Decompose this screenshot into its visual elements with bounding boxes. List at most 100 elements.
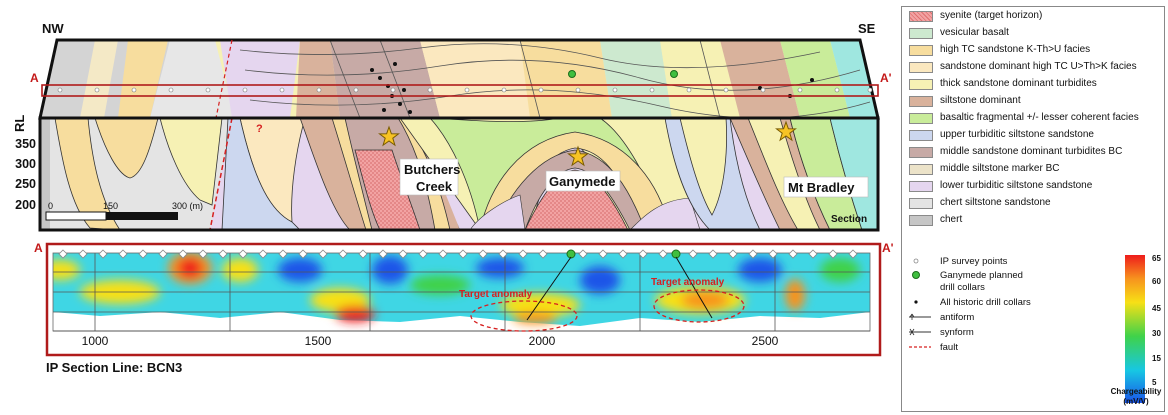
place-label-ganymede: Ganymede (549, 174, 615, 189)
colorbar-units: (mV/V) (1123, 397, 1149, 406)
target-anomaly-label: Target anomaly (651, 277, 725, 288)
legend-item: middle siltstone marker BC (909, 162, 1059, 176)
legend-swatch (909, 214, 933, 226)
legend-item: lower turbiditic siltstone sandstone (909, 179, 1092, 193)
rl-tick: 300 (15, 157, 36, 171)
colorbar-tick: 45 (1152, 304, 1161, 313)
target-anomaly-label: Target anomaly (459, 289, 533, 300)
legend-item: siltstone dominant (909, 94, 1021, 108)
chargeability-colorbar (1125, 255, 1145, 403)
symbol-label: Ganymede planned (940, 270, 1023, 281)
legend-item: syenite (target horizon) (909, 9, 1042, 23)
legend: syenite (target horizon) vesicular basal… (901, 6, 1165, 412)
target-anomaly-outline (653, 289, 745, 323)
legend-swatch (909, 112, 933, 124)
place-label-butchers: Butchers (404, 162, 460, 177)
ganymede-star-icon (567, 145, 589, 167)
legend-swatch (909, 10, 933, 22)
legend-label: chert (940, 214, 963, 225)
section-line-box (41, 84, 879, 97)
legend-item: middle sandstone dominant turbidites BC (909, 145, 1122, 159)
ip-a-prime-label: A' (882, 241, 894, 255)
legend-swatch (909, 95, 933, 107)
ip-x-tick: 1000 (82, 334, 109, 348)
fault-query-label: ? (256, 123, 263, 135)
planned-collar (671, 249, 681, 259)
cross-section (40, 118, 878, 230)
geology-figure: NW SE A A' RL 350 300 250 200 ? (12, 21, 894, 375)
legend-swatch (909, 146, 933, 158)
legend-label: sandstone dominant high TC U>Th>K facies (940, 61, 1137, 72)
plan-map (40, 40, 878, 118)
legend-swatch (909, 78, 933, 90)
ip-x-tick: 2500 (752, 334, 779, 348)
mt-bradley-star-icon (775, 120, 797, 142)
legend-label: chert siltstone sandstone (940, 197, 1051, 208)
colorbar-tick: 15 (1152, 354, 1161, 363)
legend-label: siltstone dominant (940, 95, 1021, 106)
legend-swatch (909, 163, 933, 175)
ip-x-tick: 1500 (305, 334, 332, 348)
fault-icon (909, 346, 931, 348)
scale-bar: 0 150 300 (m) (45, 201, 203, 221)
legend-label: middle siltstone marker BC (940, 163, 1060, 174)
legend-item: high TC sandstone K-Th>U facies (909, 43, 1090, 57)
planned-collar (566, 249, 576, 259)
colorbar-title-text: Chargeability (1110, 387, 1162, 396)
rl-tick: 350 (15, 137, 36, 151)
legend-item: sandstone dominant high TC U>Th>K facies (909, 60, 1137, 74)
scale-tick: 300 (m) (172, 201, 203, 211)
legend-label: basaltic fragmental +/- lesser coherent … (940, 112, 1139, 123)
ip-x-tick: 2000 (529, 334, 556, 348)
ip-section-frame (45, 242, 882, 357)
colorbar-title: Chargeability (mV/V) (1108, 387, 1164, 407)
section-tag: Section (831, 214, 867, 225)
historic-collar-icon (914, 300, 918, 304)
legend-label: thick sandstone dominant turbidites (940, 78, 1097, 89)
chargeability-model (53, 253, 870, 331)
legend-item: basaltic fragmental +/- lesser coherent … (909, 111, 1139, 125)
ip-point-icon (913, 258, 919, 264)
section-a-prime-label: A' (880, 71, 892, 85)
ip-survey-points-plan (57, 87, 873, 93)
legend-item: vesicular basalt (909, 26, 1009, 40)
legend-swatch (909, 197, 933, 209)
planned-collar-icon (912, 271, 920, 279)
legend-label: lower turbiditic siltstone sandstone (940, 180, 1093, 191)
legend-label: middle sandstone dominant turbidites BC (940, 146, 1123, 157)
colorbar-tick: 30 (1152, 329, 1161, 338)
symbol-label: All historic drill collars (940, 297, 1031, 308)
legend-item: thick sandstone dominant turbidites (909, 77, 1097, 91)
legend-label: upper turbiditic siltstone sandstone (940, 129, 1094, 140)
synform-icon (909, 328, 931, 336)
legend-item: chert (909, 213, 962, 227)
symbol-label: antiform (940, 312, 975, 323)
section-a-label: A (30, 71, 39, 85)
symbol-label: drill collars (940, 282, 985, 293)
colorbar-tick: 65 (1152, 254, 1161, 263)
ip-section-caption: IP Section Line: BCN3 (46, 360, 182, 375)
scale-tick: 0 (48, 201, 53, 211)
legend-swatch (909, 61, 933, 73)
legend-swatch (909, 27, 933, 39)
legend-label: vesicular basalt (940, 27, 1009, 38)
rl-tick: 200 (15, 198, 36, 212)
se-label: SE (858, 21, 876, 36)
symbol-label: fault (940, 342, 958, 353)
place-label-creek: Creek (416, 179, 453, 194)
legend-item: upper turbiditic siltstone sandstone (909, 128, 1094, 142)
fault-line (209, 117, 233, 231)
section-frame (38, 116, 880, 232)
rl-tick: 250 (15, 177, 36, 191)
ip-survey-points (58, 249, 858, 259)
scale-tick: 150 (103, 201, 118, 211)
legend-label: syenite (target horizon) (940, 10, 1043, 21)
legend-swatch (909, 44, 933, 56)
ip-a-label: A (34, 241, 43, 255)
symbol-label: synform (940, 327, 974, 338)
legend-label: high TC sandstone K-Th>U facies (940, 44, 1091, 55)
rl-axis-label: RL (12, 115, 27, 132)
place-label-mt-bradley: Mt Bradley (788, 180, 855, 195)
colorbar-tick: 5 (1152, 378, 1157, 387)
butchers-creek-star-icon (378, 125, 400, 147)
